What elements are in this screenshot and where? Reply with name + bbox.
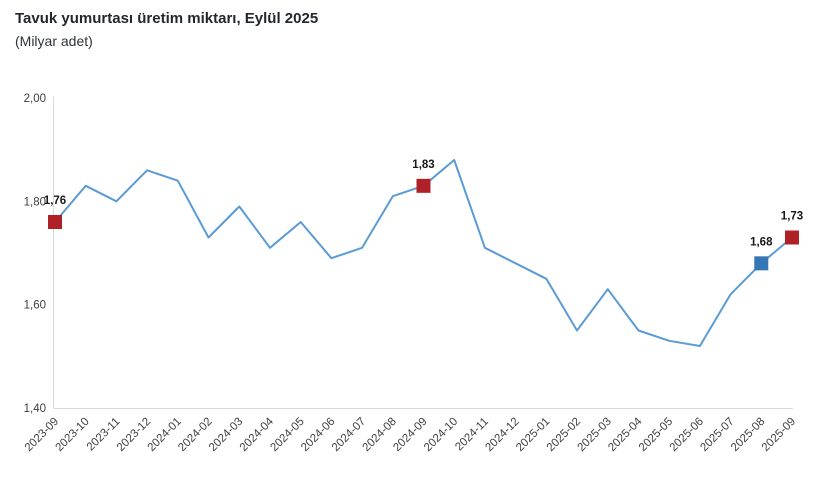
y-tick-label: 2,00 <box>24 93 46 105</box>
x-tick-label: 2025-09 <box>760 416 798 454</box>
highlight-marker <box>48 215 62 229</box>
y-tick-label: 1,80 <box>24 196 46 208</box>
x-tick-label: 2024-10 <box>422 416 460 454</box>
chart-title: Tavuk yumurtası üretim miktarı, Eylül 20… <box>15 10 319 27</box>
highlight-marker <box>754 256 769 271</box>
chart-subtitle: (Milyar adet) <box>15 33 93 49</box>
y-tick-label: 1,40 <box>24 403 46 415</box>
value-label: 1,68 <box>750 236 773 248</box>
x-tick-label: 2023-10 <box>53 416 91 454</box>
value-label: 1,73 <box>781 211 803 223</box>
y-tick-label: 1,60 <box>24 300 46 312</box>
value-label: 1,83 <box>412 159 434 171</box>
highlight-marker <box>785 230 799 245</box>
value-label: 1,76 <box>44 195 66 207</box>
highlight-marker <box>416 178 431 193</box>
